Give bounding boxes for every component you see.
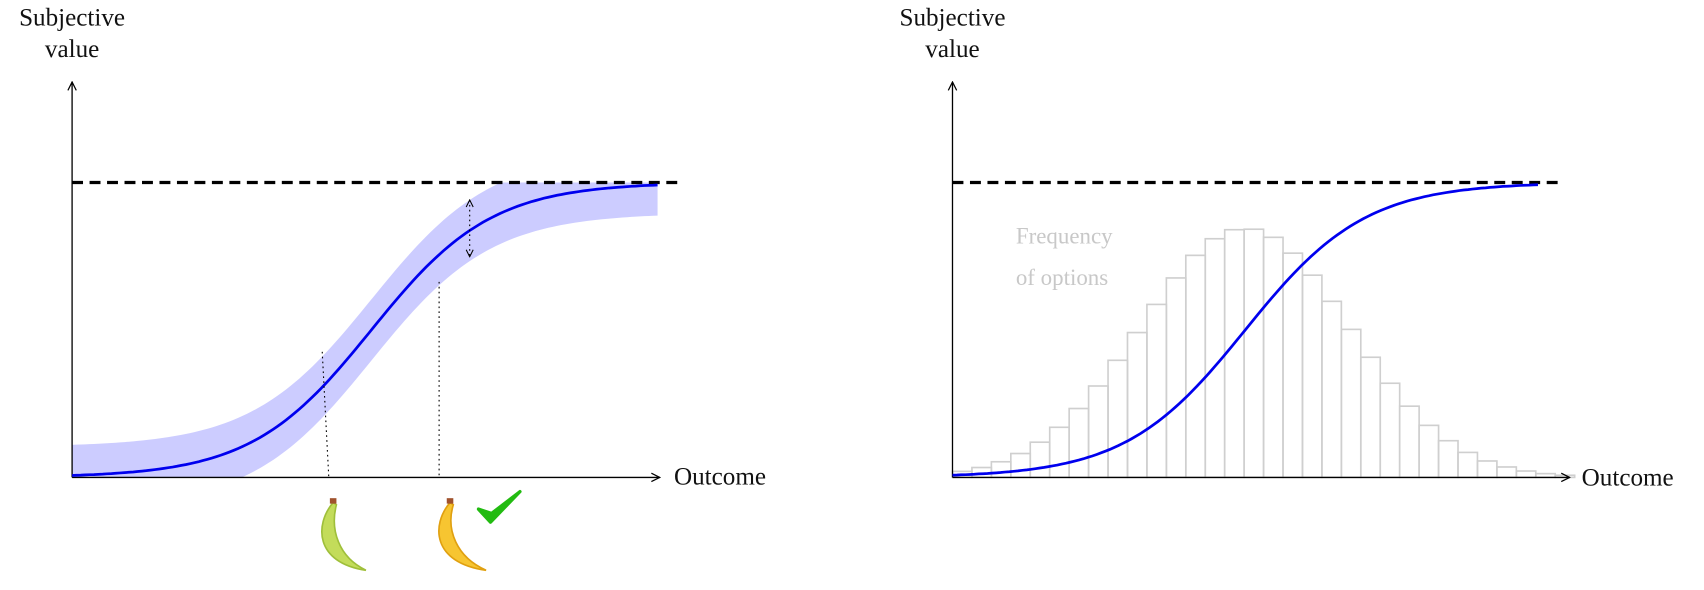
histogram-bar [1107,359,1129,479]
value-curve [72,183,658,477]
histogram-bar [1496,466,1518,479]
histogram-bar [1301,274,1323,479]
x-axis-label: Outcome [674,463,766,490]
y-axis-label: value [925,36,979,63]
histogram-bar [1515,470,1537,479]
check-mark [476,489,522,524]
histogram-bar [1379,382,1401,479]
dotted-guide [321,351,330,478]
histogram-bar [1165,277,1187,479]
unripe-banana [321,498,367,572]
x-axis-label: Outcome [1582,464,1674,491]
histogram-bar [1418,424,1440,479]
histogram-bar [1282,252,1304,479]
histogram-bar [1048,426,1070,479]
histogram-bar [1243,228,1265,479]
y-axis-label: Subjective [19,5,125,32]
y-axis-label: value [45,36,99,63]
histogram-bar [1146,303,1168,479]
histogram-bar [1087,385,1109,479]
histogram-bar [1126,331,1148,479]
value-curve [952,183,1539,477]
uncertainty-band [72,182,658,478]
histogram-bar [1321,300,1343,479]
histogram-bar [1223,228,1245,479]
histogram-bar [1068,407,1090,479]
ripe-banana [438,498,487,572]
right-panel: Frequency of options Subjective value Ou… [899,5,1673,492]
histogram-bar [1010,452,1032,479]
left-panel: Subjective value Outcome [19,5,766,572]
annotation: of options [1016,265,1108,290]
histogram-bar [1398,405,1420,479]
histogram-bar [1437,439,1459,479]
histogram-bar [1359,356,1382,479]
histogram-bar [990,460,1012,479]
annotation: Frequency [1016,223,1113,248]
y-axis-label: Subjective [899,5,1005,32]
histogram-bar [1476,460,1498,479]
histogram-bar [1340,328,1362,479]
histogram-bar [1184,254,1207,479]
histogram-bar [1262,236,1284,479]
histogram-bar [1029,441,1051,479]
histogram-bar [1457,451,1479,479]
